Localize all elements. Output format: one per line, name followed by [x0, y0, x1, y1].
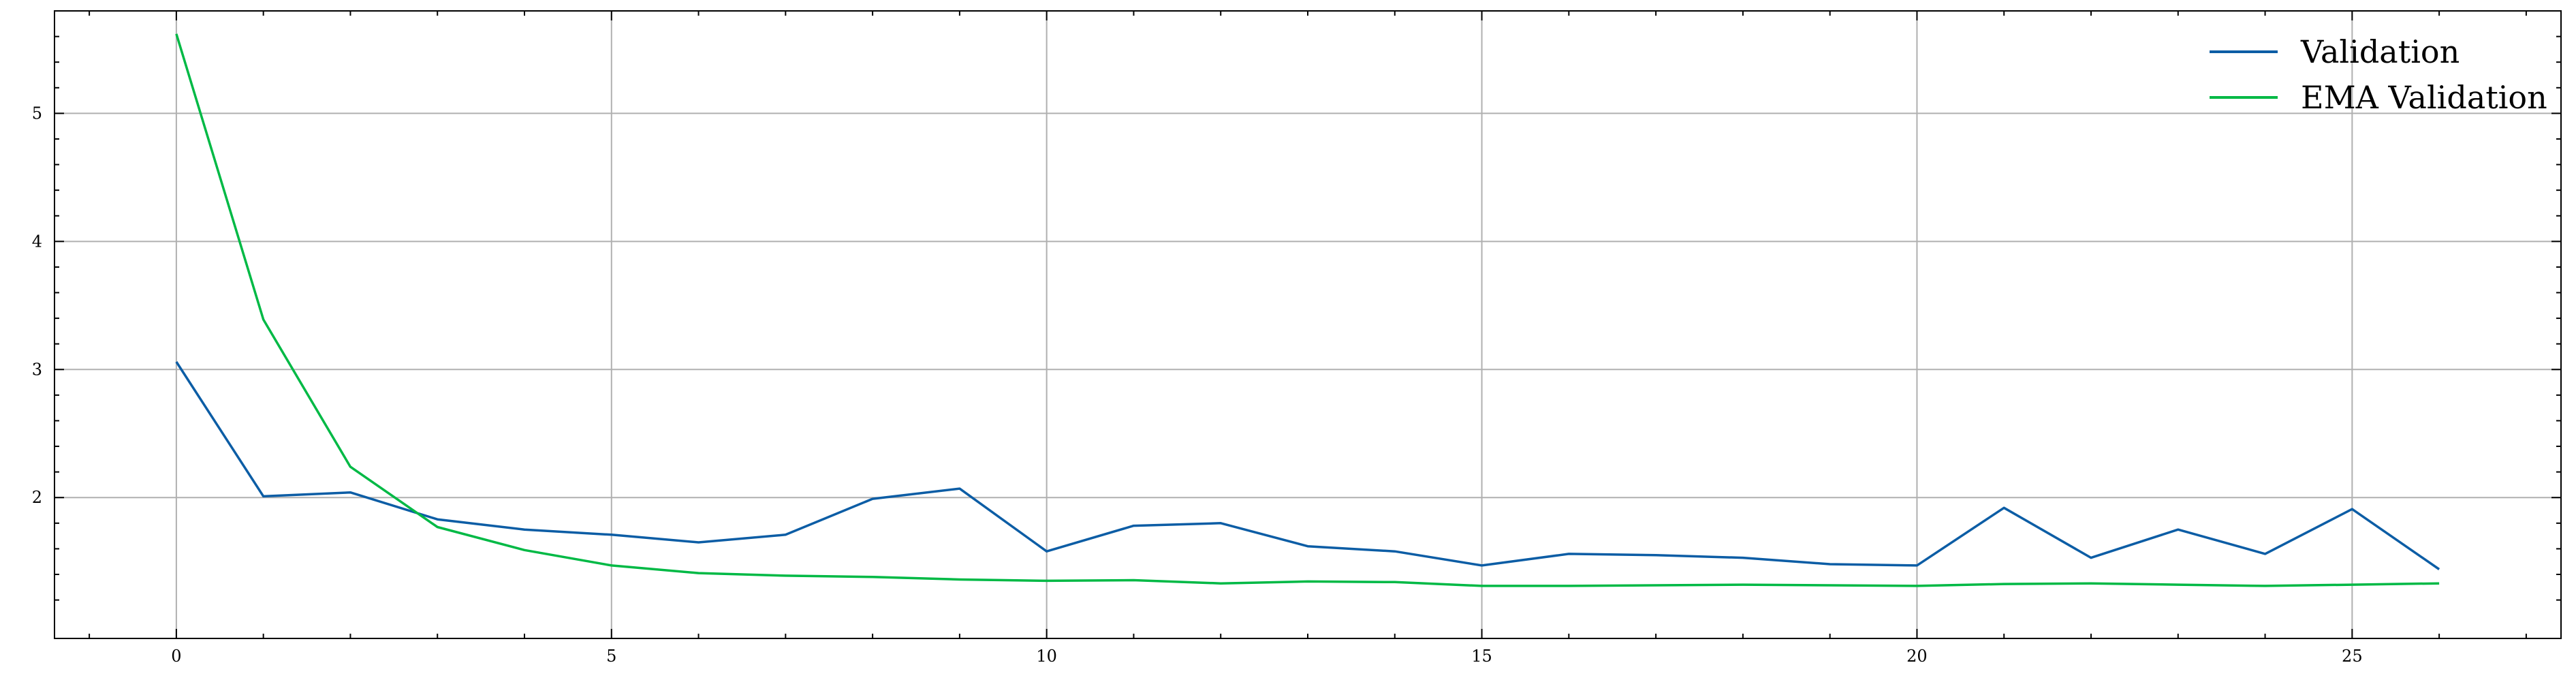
axis-ticks [54, 10, 2561, 638]
x-tick-label: 5 [606, 647, 616, 666]
series-layer [175, 33, 2440, 587]
y-tick-label: 4 [32, 232, 42, 251]
x-tick-label: 15 [1471, 647, 1492, 666]
y-tick-label: 5 [32, 104, 42, 123]
y-tick-label: 3 [32, 360, 42, 379]
x-tick-label: 10 [1036, 647, 1057, 666]
plot-frame [54, 10, 2562, 639]
legend: Validation EMA Validation [2210, 33, 2547, 116]
x-tick-label: 20 [1906, 647, 1928, 666]
x-tick-label: 0 [171, 647, 181, 666]
legend-label-validation: Validation [2300, 33, 2460, 70]
series-line-validation [175, 361, 2440, 570]
x-tick-label: 25 [2342, 647, 2363, 666]
y-tick-label: 2 [32, 488, 42, 507]
series-line-ema-validation [175, 33, 2440, 587]
legend-label-ema-validation: EMA Validation [2301, 79, 2547, 116]
tick-labels: 0 5 10 15 20 25 2 3 4 5 [32, 104, 2363, 666]
grid-lines [54, 11, 2561, 638]
